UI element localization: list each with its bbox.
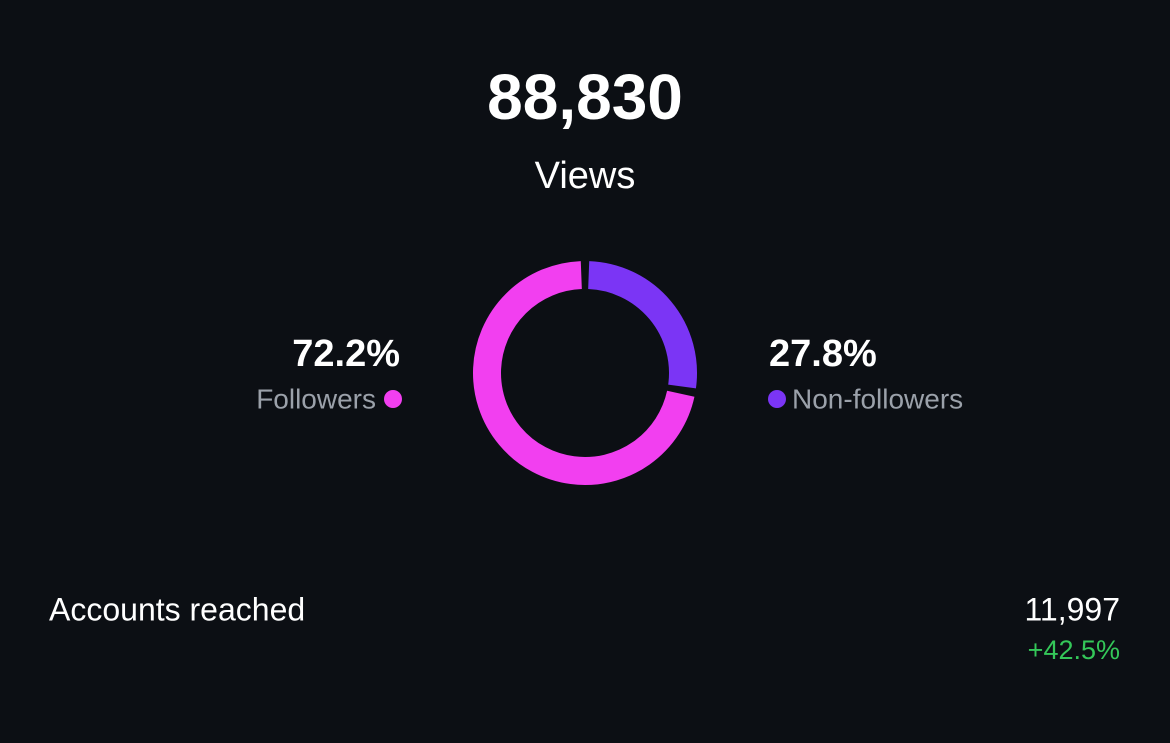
total-views: 88,830 xyxy=(487,61,683,133)
donut-segment xyxy=(587,261,697,389)
followers-legend: Followers xyxy=(256,383,376,414)
donut-chart xyxy=(473,261,697,485)
legend-dot xyxy=(768,390,786,408)
metric-change: +42.5% xyxy=(1028,635,1120,665)
metric-value: 11,997 xyxy=(1025,591,1121,627)
legend-dot xyxy=(384,390,402,408)
metric-label: Accounts reached xyxy=(49,591,305,627)
donut-segment xyxy=(473,261,695,485)
views-label: Views xyxy=(535,155,636,197)
non-followers-percent: 27.8% xyxy=(769,333,877,375)
followers-percent: 72.2% xyxy=(292,333,400,375)
non-followers-legend: Non-followers xyxy=(792,383,963,414)
